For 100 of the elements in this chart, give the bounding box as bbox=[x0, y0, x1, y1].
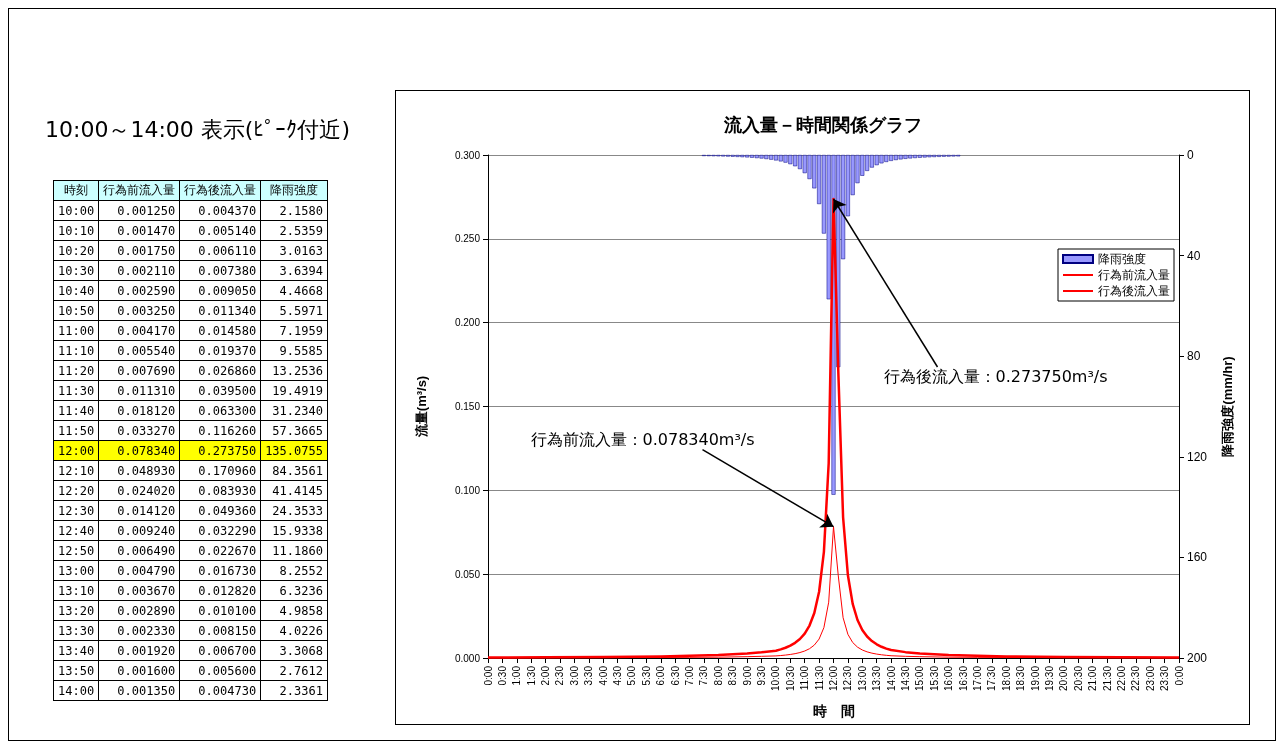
x-tick-label: 9:30 bbox=[756, 665, 768, 686]
data-label: 0.008150 bbox=[179, 620, 261, 641]
x-tick-label: 22:30 bbox=[1130, 665, 1142, 692]
data-label: 2.3361 bbox=[260, 680, 328, 701]
data-label: 3.0163 bbox=[260, 240, 328, 261]
x-tick-label: 10:00 bbox=[770, 665, 782, 692]
y-tick-label: 13:40 bbox=[53, 640, 99, 661]
data-label: 0.273750 bbox=[179, 440, 261, 461]
data-label: 0.083930 bbox=[179, 480, 261, 501]
y-tick-label: 10:20 bbox=[53, 240, 99, 261]
data-label: 57.3665 bbox=[260, 420, 328, 441]
data-label: 0.011340 bbox=[179, 300, 261, 321]
data-label: 24.3533 bbox=[260, 500, 328, 521]
y-tick-label: 12:50 bbox=[53, 540, 99, 561]
data-label: 0.005600 bbox=[179, 660, 261, 681]
x-tick-label: 17:30 bbox=[986, 665, 998, 692]
data-label: 0.007690 bbox=[98, 360, 180, 381]
x-tick-label: 2:00 bbox=[540, 665, 552, 686]
annotation: 行為前流入量：0.078340m³/s bbox=[530, 429, 755, 451]
data-label: 0.170960 bbox=[179, 460, 261, 481]
x-tick-label: 0:00 bbox=[482, 665, 494, 686]
data-label: 0.019370 bbox=[179, 340, 261, 361]
y2-tick-label: 0 bbox=[1187, 148, 1194, 162]
y-tick-label: 13:20 bbox=[53, 600, 99, 621]
x-tick-label: 6:00 bbox=[655, 665, 667, 686]
x-tick-label: 3:00 bbox=[568, 665, 580, 686]
x-tick-label: 5:30 bbox=[640, 665, 652, 686]
legend-label: 行為前流入量 bbox=[1098, 268, 1170, 282]
x-tick-label: 10:30 bbox=[784, 665, 796, 692]
y-tick-label: 11:40 bbox=[53, 400, 99, 421]
y-tick-label: 13:00 bbox=[53, 560, 99, 581]
x-tick-label: 6:30 bbox=[669, 665, 681, 686]
data-label: 4.0226 bbox=[260, 620, 328, 641]
data-label: 0.007380 bbox=[179, 260, 261, 281]
data-label: 0.006490 bbox=[98, 540, 180, 561]
y2-tick-label: 120 bbox=[1187, 449, 1208, 464]
x-tick-label: 22:00 bbox=[1115, 665, 1127, 692]
data-label: 0.001350 bbox=[98, 680, 180, 701]
y-tick-label: 12:30 bbox=[53, 500, 99, 521]
data-label: 6.3236 bbox=[260, 580, 328, 601]
x-tick-label: 8:30 bbox=[727, 665, 739, 686]
data-label: 0.002590 bbox=[98, 280, 180, 301]
y2-tick-label: 80 bbox=[1187, 349, 1201, 364]
x-tick-label: 4:00 bbox=[597, 665, 609, 686]
data-label: 0.006110 bbox=[179, 240, 261, 261]
data-label: 0.004730 bbox=[179, 680, 261, 701]
x-tick-label: 7:30 bbox=[698, 665, 710, 686]
data-label: 0.014580 bbox=[179, 320, 261, 341]
data-label: 0.016730 bbox=[179, 560, 261, 581]
data-label: 8.2552 bbox=[260, 560, 328, 581]
y2-tick-label: 40 bbox=[1187, 248, 1201, 263]
data-label: 13.2536 bbox=[260, 360, 328, 381]
x-tick-label: 9:00 bbox=[741, 665, 753, 686]
data-label: 15.9338 bbox=[260, 520, 328, 541]
x-tick-label: 15:00 bbox=[914, 665, 926, 692]
y-tick-label: 11:20 bbox=[53, 360, 99, 381]
data-label: 0.078340 bbox=[98, 440, 180, 461]
y-tick-label: 11:50 bbox=[53, 420, 99, 441]
data-label: 0.033270 bbox=[98, 420, 180, 441]
data-label: 0.063300 bbox=[179, 400, 261, 421]
x-tick-label: 12:00 bbox=[828, 665, 839, 692]
y-tick-label: 0.050 bbox=[454, 568, 481, 580]
y-tick-label: 10:30 bbox=[53, 260, 99, 281]
x-tick-label: 17:00 bbox=[971, 665, 983, 692]
y-tick-label: 10:40 bbox=[53, 280, 99, 301]
y-tick-label: 12:00 bbox=[53, 440, 99, 461]
data-label: 0.001600 bbox=[98, 660, 180, 681]
data-label: 0.022670 bbox=[179, 540, 261, 561]
data-label: 0.014120 bbox=[98, 500, 180, 521]
chart-title: 10:00～14:00 表示(ﾋﾟｰｸ付近) bbox=[45, 116, 350, 144]
x-tick-label: 12:30 bbox=[842, 665, 854, 692]
y-tick-label: 13:50 bbox=[53, 660, 99, 681]
data-label: 2.5359 bbox=[260, 220, 328, 241]
y-tick-label: 10:10 bbox=[53, 220, 99, 241]
data-label: 41.4145 bbox=[260, 480, 328, 501]
data-label: 0.048930 bbox=[98, 460, 180, 481]
x-tick-label: 16:00 bbox=[943, 665, 955, 692]
y-tick-label: 13:30 bbox=[53, 620, 99, 641]
data-label: 0.003670 bbox=[98, 580, 180, 601]
data-label: 0.002890 bbox=[98, 600, 180, 621]
data-label: 0.006700 bbox=[179, 640, 261, 661]
y-tick-label: 12:20 bbox=[53, 480, 99, 501]
x-tick-label: 20:30 bbox=[1072, 665, 1084, 692]
x-tick-label: 7:00 bbox=[684, 665, 696, 686]
data-label: 9.5585 bbox=[260, 340, 328, 361]
x-tick-label: 18:00 bbox=[1000, 665, 1012, 692]
x-tick-label: 行為前流入量 bbox=[98, 180, 180, 201]
y-tick-label: 13:10 bbox=[53, 580, 99, 601]
x-tick-label: 23:30 bbox=[1159, 665, 1171, 692]
data-label: 84.3561 bbox=[260, 460, 328, 481]
data-label: 0.003250 bbox=[98, 300, 180, 321]
x-tick-label: 16:30 bbox=[957, 665, 969, 692]
data-label: 2.7612 bbox=[260, 660, 328, 681]
x-tick-label: 4:30 bbox=[612, 665, 624, 686]
data-label: 0.024020 bbox=[98, 480, 180, 501]
data-label: 0.001250 bbox=[98, 200, 180, 221]
chart-title: 流入量－時間関係グラフ bbox=[722, 115, 922, 135]
x-tick-label: 0:00 bbox=[1173, 665, 1185, 686]
y-tick-label: 0.200 bbox=[454, 317, 481, 329]
data-label: 0.004790 bbox=[98, 560, 180, 581]
